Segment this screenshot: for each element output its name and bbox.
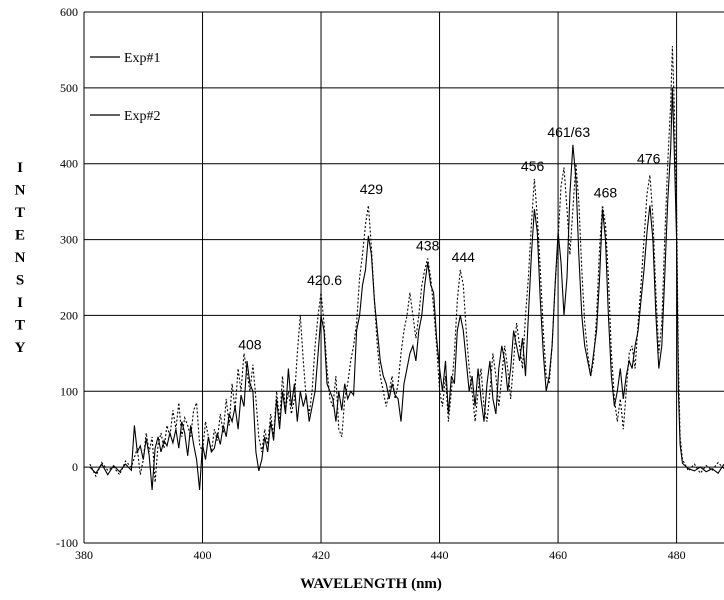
y-tick-label: 0 [72, 460, 78, 474]
peak-label: 456 [521, 158, 545, 174]
legend-label: Exp#2 [124, 109, 161, 124]
peak-label: 408 [238, 336, 262, 352]
x-tick-label: 480 [668, 548, 686, 562]
legend: Exp#1 Exp#2 [90, 51, 161, 124]
peak-label: 429 [360, 181, 384, 197]
peak-label: 420.6 [307, 272, 342, 288]
x-tick-label: 400 [194, 548, 212, 562]
series-line-1 [89, 87, 724, 490]
series-line-2 [89, 46, 724, 483]
y-axis-title-letter: N [15, 183, 26, 199]
y-tick-label: 300 [60, 233, 78, 247]
y-axis-title-letter: T [15, 205, 25, 221]
x-tick-label: 420 [312, 548, 330, 562]
y-tick-label: 200 [60, 308, 78, 322]
peak-label: 438 [416, 238, 440, 254]
y-tick-label: -100 [56, 536, 78, 550]
x-tick-label: 460 [549, 548, 567, 562]
y-axis-title-letter: N [15, 250, 26, 266]
y-axis-title-letter: S [16, 273, 24, 289]
y-axis-title-letter: I [17, 295, 23, 311]
peak-label: 468 [594, 185, 618, 201]
x-tick-label: 380 [75, 548, 93, 562]
y-axis-title-letter: T [15, 318, 25, 334]
y-axis-title-letter: E [15, 228, 25, 244]
tick-labels: -100 0 100 200 300 400 500 600 380 400 420 440 460 48… [56, 5, 686, 562]
y-tick-label: 400 [60, 157, 78, 171]
x-tick-label: 440 [431, 548, 449, 562]
peak-label: 476 [637, 151, 661, 167]
peak-annotations: 408 420.6 429 438 444 456 461/63 468 476 [238, 124, 660, 352]
y-tick-label: 100 [60, 384, 78, 398]
peak-label: 461/63 [547, 124, 590, 140]
x-axis-title: WAVELENGTH (nm) [300, 576, 442, 592]
y-axis-title-letter: I [17, 160, 23, 176]
y-tick-label: 600 [60, 5, 78, 19]
y-axis-title-letter: Y [15, 340, 26, 356]
grid [83, 11, 724, 544]
peak-label: 444 [452, 249, 476, 265]
legend-label: Exp#1 [124, 51, 161, 66]
data-series [89, 46, 724, 490]
y-tick-label: 500 [60, 81, 78, 95]
